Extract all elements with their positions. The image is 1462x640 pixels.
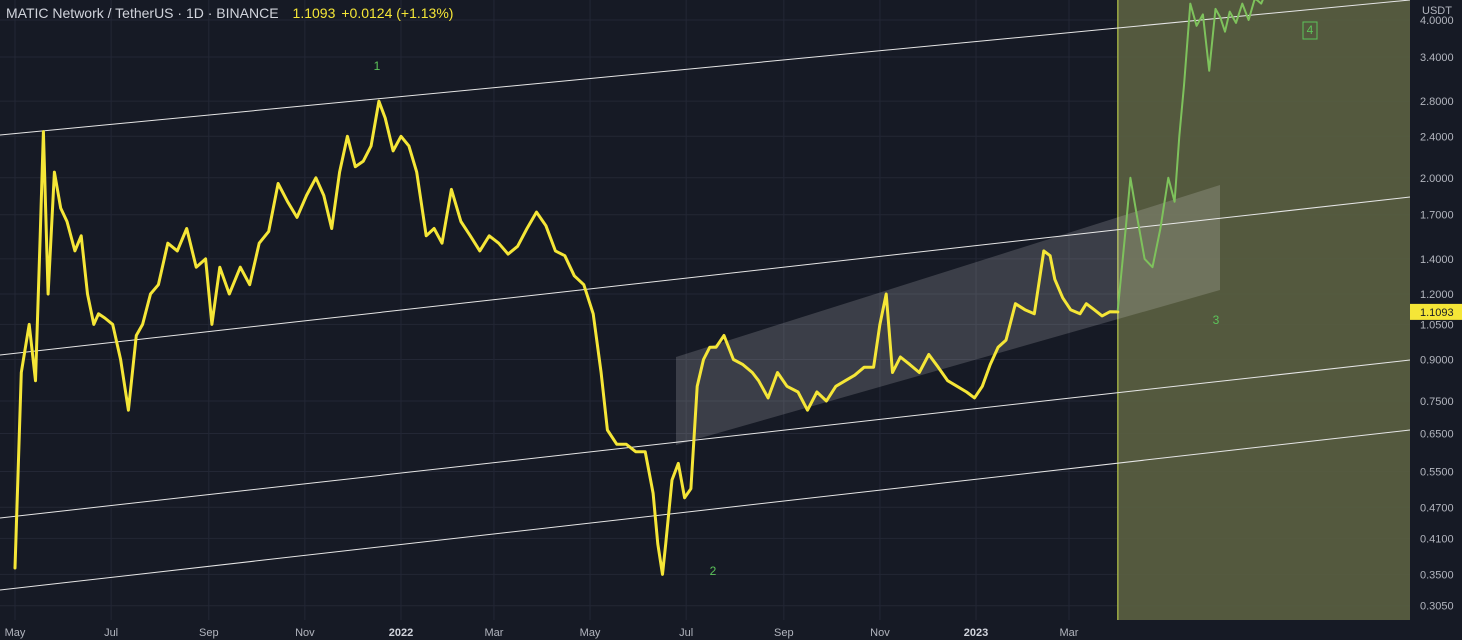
price-tick-label: 0.5500 bbox=[1420, 467, 1454, 479]
time-tick-label: Jul bbox=[679, 627, 693, 639]
price-axis-unit: USDT bbox=[1422, 5, 1452, 17]
series-layer bbox=[13, 0, 1264, 576]
price-tick-label: 0.4100 bbox=[1420, 533, 1454, 545]
channel-line bbox=[0, 196, 1411, 356]
channel-line bbox=[0, 0, 1411, 136]
last-price: 1.1093 bbox=[292, 5, 336, 21]
projection-zone bbox=[1117, 0, 1410, 620]
channel-line bbox=[0, 429, 1411, 591]
price-tick-label: 1.2000 bbox=[1420, 289, 1454, 301]
price-series-line bbox=[13, 99, 1120, 576]
time-tick-label: 2022 bbox=[389, 627, 413, 639]
channel-lines bbox=[0, 0, 1411, 591]
last-price-tag bbox=[1410, 303, 1462, 320]
wave-labels: 1 2 3 4 bbox=[374, 21, 1318, 578]
price-tick-label: 0.7500 bbox=[1420, 396, 1454, 408]
channel-line bbox=[0, 359, 1411, 519]
wave-4-box bbox=[1302, 21, 1318, 40]
price-tick-label: 2.4000 bbox=[1420, 131, 1454, 143]
time-tick-label: Mar bbox=[1060, 627, 1079, 639]
price-tick-label: 0.4700 bbox=[1420, 502, 1454, 514]
time-tick-label: Mar bbox=[484, 627, 503, 639]
price-tick-label: 0.9000 bbox=[1420, 354, 1454, 366]
projection-series-line bbox=[1116, 0, 1264, 311]
symbol-title: MATIC Network / TetherUS · 1D · BINANCE bbox=[6, 5, 279, 21]
time-tick-label: May bbox=[580, 627, 601, 639]
price-tick-label: 3.4000 bbox=[1420, 52, 1454, 64]
time-axis[interactable]: May Jul Sep Nov 2022 Mar May Jul Sep Nov 2023 Mar bbox=[0, 620, 1410, 640]
projection-zone-rect bbox=[1117, 0, 1410, 620]
price-tick-label: 0.6500 bbox=[1420, 429, 1454, 441]
time-tick-label: Nov bbox=[870, 627, 890, 639]
time-tick-label: Sep bbox=[199, 627, 219, 639]
price-tick-label: 0.3500 bbox=[1420, 569, 1454, 581]
time-tick-label: Sep bbox=[774, 627, 794, 639]
time-axis-bg bbox=[0, 620, 1410, 640]
wave-label-4: 4 bbox=[1307, 23, 1314, 37]
time-tick-label: 2023 bbox=[964, 627, 988, 639]
wave-label-1: 1 bbox=[374, 59, 381, 73]
wave-label-2: 2 bbox=[710, 564, 717, 578]
price-tick-label: 0.3050 bbox=[1420, 601, 1454, 613]
last-price-tag-label: 1.1093 bbox=[1420, 307, 1454, 319]
price-axis[interactable]: USDT 0.3050 0.3500 0.4100 0.4700 0.5500 0.6500… bbox=[1410, 0, 1462, 640]
time-tick-label: May bbox=[5, 627, 26, 639]
price-tick-label: 1.4000 bbox=[1420, 254, 1454, 266]
price-tick-label: 1.7000 bbox=[1420, 210, 1454, 222]
price-tick-label: 2.0000 bbox=[1420, 173, 1454, 185]
price-change: +0.0124 (+1.13%) bbox=[341, 5, 454, 21]
symbol-header[interactable]: MATIC Network / TetherUS · 1D · BINANCE 1… bbox=[6, 5, 453, 21]
price-tick-label: 1.0500 bbox=[1420, 319, 1454, 331]
price-axis-bg bbox=[1410, 0, 1462, 640]
time-tick-label: Nov bbox=[295, 627, 315, 639]
price-tick-label: 2.8000 bbox=[1420, 96, 1454, 108]
price-tick-label: 4.0000 bbox=[1420, 15, 1454, 27]
rising-channel-box bbox=[676, 185, 1220, 445]
wave-label-3: 3 bbox=[1213, 313, 1220, 327]
time-tick-label: Jul bbox=[104, 627, 118, 639]
